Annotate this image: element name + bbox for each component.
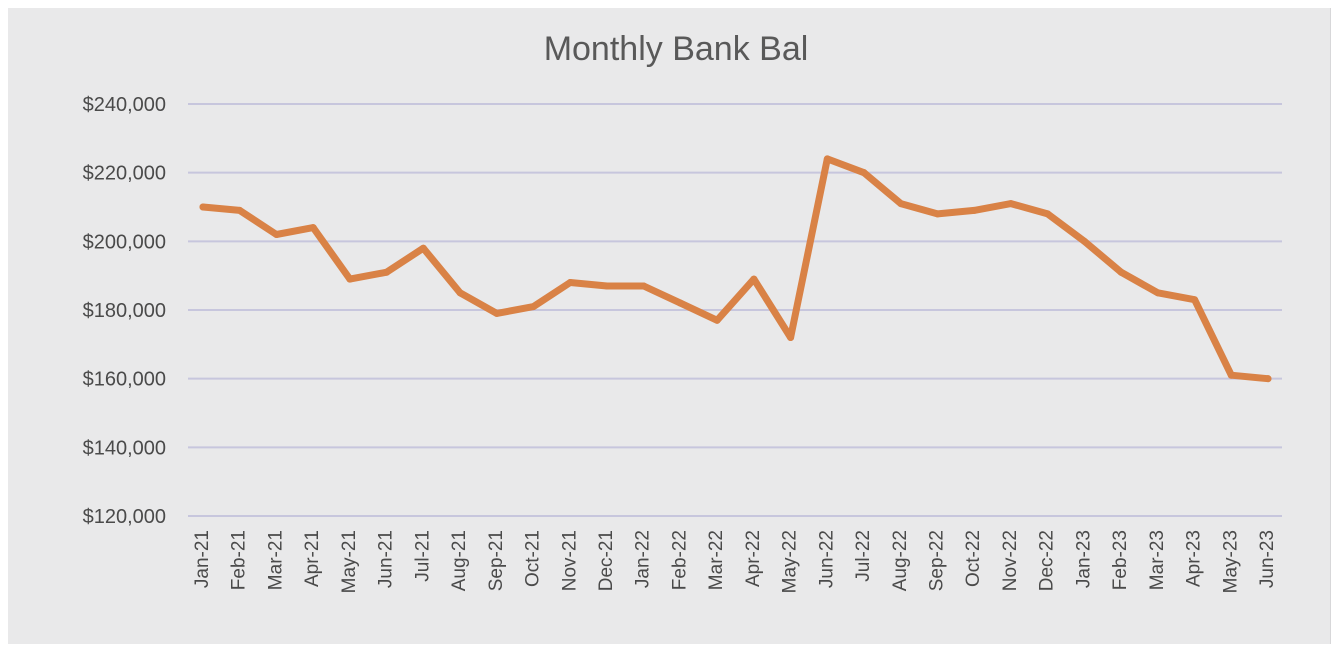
x-tick-label: Dec-21 [596, 530, 617, 591]
x-tick-label: Mar-22 [706, 530, 727, 590]
data-point [787, 333, 795, 341]
x-tick-label: Jan-21 [192, 530, 213, 588]
data-point [750, 275, 758, 283]
data-point [419, 244, 427, 252]
x-tick-label: Aug-22 [890, 530, 911, 591]
x-tick-label: Jun-23 [1257, 530, 1278, 588]
data-point [1117, 268, 1125, 276]
y-tick-label: $160,000 [83, 369, 166, 391]
data-point [383, 268, 391, 276]
y-tick-label: $200,000 [83, 231, 166, 253]
data-point [1154, 289, 1162, 297]
x-tick-label: Apr-23 [1184, 530, 1205, 587]
y-tick-label: $240,000 [83, 94, 166, 116]
x-tick-label: May-22 [780, 530, 801, 593]
x-tick-label: Apr-21 [302, 530, 323, 587]
x-tick-label: Sep-22 [926, 530, 947, 591]
y-tick-label: $140,000 [83, 437, 166, 459]
data-point [1264, 375, 1272, 383]
data-point [236, 206, 244, 214]
data-point [530, 303, 538, 311]
data-point [1080, 237, 1088, 245]
x-tick-label: Nov-22 [1000, 530, 1021, 591]
x-tick-label: Dec-22 [1037, 530, 1058, 591]
data-point [713, 316, 721, 324]
x-tick-label: Nov-21 [559, 530, 580, 591]
data-point [1227, 371, 1235, 379]
data-points [199, 155, 1272, 383]
x-axis-labels: Jan-21 Feb-21 Mar-21 Apr-21 May-21 Jun-21 Jul-… [192, 530, 1278, 593]
x-tick-label: Feb-22 [669, 530, 690, 590]
data-point [1191, 296, 1199, 304]
x-tick-label: Jun-22 [816, 530, 837, 588]
x-tick-label: May-23 [1220, 530, 1241, 593]
gridlines [188, 103, 1282, 517]
data-point [493, 309, 501, 317]
data-point [346, 275, 354, 283]
x-tick-label: Jan-22 [633, 530, 654, 588]
x-tick-label: Feb-23 [1110, 530, 1131, 590]
data-point [199, 203, 207, 211]
data-point [933, 210, 941, 218]
data-point [1007, 200, 1015, 208]
data-point [603, 282, 611, 290]
x-tick-label: May-21 [339, 530, 360, 593]
y-tick-label: $220,000 [83, 163, 166, 185]
data-point [860, 169, 868, 177]
x-tick-label: Jan-23 [1073, 530, 1094, 588]
data-point [676, 299, 684, 307]
data-point [272, 230, 280, 238]
x-tick-label: Oct-21 [523, 530, 544, 587]
data-point [823, 155, 831, 163]
x-tick-label: Jul-22 [853, 530, 874, 582]
data-point [1044, 210, 1052, 218]
x-tick-label: Jul-21 [412, 530, 433, 582]
chart-background [8, 8, 1331, 644]
x-tick-label: Oct-22 [963, 530, 984, 587]
chart-title: Monthly Bank Bal [544, 30, 809, 68]
bank-balance-line [199, 155, 1272, 383]
y-tick-label: $180,000 [83, 300, 166, 322]
x-tick-label: Sep-21 [486, 530, 507, 591]
y-tick-label: $120,000 [83, 506, 166, 528]
x-tick-label: Aug-21 [449, 530, 470, 591]
x-tick-label: Apr-22 [743, 530, 764, 587]
y-axis-labels: $240,000 $220,000 $200,000 $180,000 $160,000… [83, 94, 166, 528]
x-tick-label: Mar-21 [265, 530, 286, 590]
x-tick-label: Feb-21 [229, 530, 250, 590]
data-point [970, 206, 978, 214]
data-point [897, 200, 905, 208]
data-point [456, 289, 464, 297]
x-tick-label: Jun-21 [376, 530, 397, 588]
data-point [309, 224, 317, 232]
data-point [640, 282, 648, 290]
data-point [566, 279, 574, 287]
x-tick-label: Mar-23 [1147, 530, 1168, 590]
